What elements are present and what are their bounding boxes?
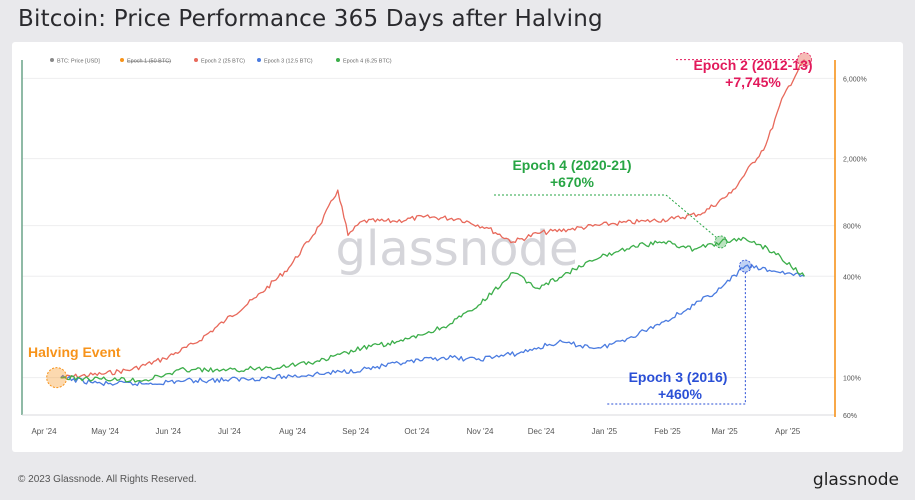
chart-title: Bitcoin: Price Performance 365 Days afte… bbox=[18, 6, 603, 32]
epoch3-value: +460% bbox=[658, 386, 703, 402]
legend-swatch bbox=[194, 58, 198, 62]
legend-swatch bbox=[50, 58, 54, 62]
y-tick-label: 6,000% bbox=[843, 76, 867, 83]
x-tick-label: Jun '24 bbox=[156, 427, 182, 436]
legend-item: Epoch 2 (25 BTC) bbox=[201, 59, 245, 65]
legend-item: BTC: Price [USD] bbox=[57, 59, 100, 65]
y-tick-label: 100% bbox=[843, 376, 861, 383]
y-tick-label: 400% bbox=[843, 274, 861, 281]
x-tick-label: Apr '24 bbox=[31, 427, 57, 436]
x-tick-label: Feb '25 bbox=[654, 427, 681, 436]
epoch4-label: Epoch 4 (2020-21) bbox=[512, 157, 631, 173]
x-tick-label: Sep '24 bbox=[342, 427, 369, 436]
legend-item: Epoch 3 (12.5 BTC) bbox=[264, 59, 313, 65]
watermark: glassnode bbox=[335, 221, 578, 277]
series-line-4 bbox=[60, 236, 805, 383]
x-tick-label: Oct '24 bbox=[404, 427, 430, 436]
legend-item: Epoch 1 (50 BTC) bbox=[127, 59, 171, 65]
x-tick-label: Dec '24 bbox=[528, 427, 555, 436]
grid-lines bbox=[21, 60, 836, 417]
x-tick-label: Jan '25 bbox=[592, 427, 618, 436]
x-tick-label: Mar '25 bbox=[711, 427, 738, 436]
halving-label: Halving Event bbox=[28, 344, 121, 360]
y-tick-labels: 60% 100% 400% 800% 2,000% 6,000% bbox=[843, 76, 867, 420]
series-group bbox=[60, 59, 805, 387]
x-tick-label: May '24 bbox=[91, 427, 119, 436]
series-line-2 bbox=[60, 59, 805, 379]
y-tick-label: 2,000% bbox=[843, 157, 867, 164]
brand-logo: glassnode bbox=[812, 470, 899, 490]
copyright-text: © 2023 Glassnode. All Rights Reserved. bbox=[18, 474, 197, 485]
x-tick-label: Nov '24 bbox=[467, 427, 494, 436]
x-tick-labels: Apr '24 May '24 Jun '24 Jul '24 Aug '24 Sep '… bbox=[31, 427, 800, 436]
halving-marker bbox=[46, 367, 68, 389]
legend-swatch bbox=[120, 58, 124, 62]
y-tick-label: 800% bbox=[843, 224, 861, 231]
epoch4-marker bbox=[714, 235, 728, 249]
x-tick-label: Apr '25 bbox=[775, 427, 801, 436]
series-line-3 bbox=[60, 264, 805, 387]
x-tick-label: Jul '24 bbox=[218, 427, 241, 436]
epoch3-leader bbox=[606, 272, 746, 405]
epoch4-value: +670% bbox=[550, 174, 595, 190]
epoch3-marker bbox=[738, 259, 752, 273]
y-tick-label: 60% bbox=[843, 413, 857, 420]
legend-swatch bbox=[336, 58, 340, 62]
epoch2-value: +7,745% bbox=[725, 74, 781, 90]
legend-item: Epoch 4 (6.25 BTC) bbox=[343, 59, 392, 65]
legend: BTC: Price [USD] Epoch 1 (50 BTC) Epoch 2 … bbox=[50, 58, 392, 65]
epoch4-leader bbox=[494, 194, 718, 239]
annotation-marks bbox=[46, 52, 812, 405]
epoch3-label: Epoch 3 (2016) bbox=[629, 369, 728, 385]
annotations: Epoch 2 (2012-13)+7,745% Epoch 4 (2020-21… bbox=[28, 57, 813, 402]
legend-swatch bbox=[257, 58, 261, 62]
x-tick-label: Aug '24 bbox=[279, 427, 306, 436]
epoch2-label: Epoch 2 (2012-13) bbox=[693, 57, 812, 73]
